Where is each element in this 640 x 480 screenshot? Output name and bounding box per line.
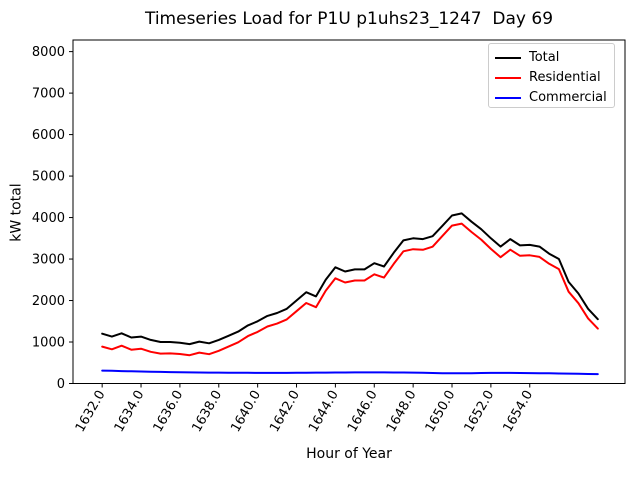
- svg-text:1632.0: 1632.0: [73, 388, 109, 435]
- svg-text:5000: 5000: [32, 170, 65, 185]
- legend-entry-total: Total: [495, 48, 614, 68]
- legend: Total Residential Commercial: [488, 43, 615, 108]
- svg-text:1648.0: 1648.0: [384, 388, 420, 435]
- total-line-swatch: [495, 57, 521, 59]
- legend-label-total: Total: [529, 50, 560, 65]
- svg-text:1646.0: 1646.0: [345, 388, 381, 435]
- svg-text:1652.0: 1652.0: [462, 388, 498, 435]
- legend-label-residential: Residential: [529, 70, 601, 85]
- legend-entry-commercial: Commercial: [495, 88, 614, 108]
- svg-text:1650.0: 1650.0: [423, 388, 459, 435]
- svg-text:6000: 6000: [32, 128, 65, 143]
- svg-text:4000: 4000: [32, 211, 65, 226]
- svg-text:1636.0: 1636.0: [151, 388, 187, 435]
- residential-line-swatch: [495, 77, 521, 79]
- x-axis-label: Hour of Year: [306, 446, 392, 462]
- svg-text:7000: 7000: [32, 87, 65, 102]
- svg-text:1638.0: 1638.0: [189, 388, 225, 435]
- svg-text:3000: 3000: [32, 253, 65, 268]
- y-axis-label: kW total: [8, 183, 25, 242]
- svg-text:1640.0: 1640.0: [228, 388, 264, 435]
- svg-text:1634.0: 1634.0: [112, 388, 148, 435]
- svg-text:0: 0: [57, 377, 65, 392]
- chart-title: Timeseries Load for P1U p1uhs23_1247 Day…: [144, 9, 554, 29]
- svg-text:1642.0: 1642.0: [267, 388, 303, 435]
- legend-entry-residential: Residential: [495, 68, 614, 88]
- svg-text:2000: 2000: [32, 294, 65, 309]
- svg-text:8000: 8000: [32, 45, 65, 60]
- svg-text:1000: 1000: [32, 336, 65, 351]
- svg-text:1654.0: 1654.0: [500, 388, 536, 435]
- commercial-line-swatch: [495, 97, 521, 99]
- svg-text:1644.0: 1644.0: [306, 388, 342, 435]
- legend-label-commercial: Commercial: [529, 90, 607, 105]
